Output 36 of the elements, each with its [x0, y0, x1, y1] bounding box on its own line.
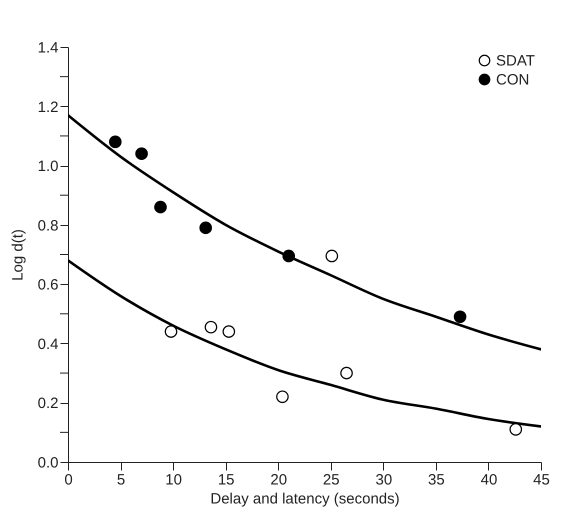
legend-label: CON: [496, 72, 530, 88]
x-tick-label: 45: [533, 472, 550, 488]
x-tick-label: 30: [375, 472, 392, 488]
x-tick-label: 10: [165, 472, 182, 488]
y-axis-title: Log d(t): [10, 229, 27, 281]
y-tick-label: 0.0: [38, 454, 58, 472]
point: [135, 147, 148, 160]
point: [164, 325, 178, 338]
point: [222, 325, 236, 338]
point: [282, 250, 296, 262]
y-tick-label: 1.2: [38, 98, 58, 116]
point: [204, 320, 218, 334]
point: [199, 222, 212, 234]
x-tick-label: 5: [116, 472, 126, 488]
y-tick-label: 0.6: [38, 276, 58, 294]
y-tick-label: 0.4: [38, 336, 58, 353]
point: [340, 366, 353, 380]
point: [109, 136, 122, 148]
x-tick-label: 35: [428, 472, 445, 488]
x-tick-label: 0: [64, 472, 73, 488]
x-tick-label: 15: [218, 472, 235, 488]
point: [154, 200, 167, 214]
point: [509, 423, 522, 436]
point: [326, 250, 338, 262]
y-tick-label: 0.2: [38, 395, 58, 412]
point: [276, 390, 289, 404]
x-axis-title: Delay and latency (seconds): [210, 490, 400, 508]
x-tick-label: 25: [322, 472, 340, 488]
line-series: [68, 114, 541, 351]
y-tick-label: 1.0: [38, 158, 58, 176]
x-tick-label: 40: [480, 472, 498, 488]
x-tick-label: 20: [270, 472, 288, 488]
legend-label: SDAT: [496, 52, 535, 70]
y-tick-label: 0.8: [38, 217, 58, 234]
y-tick-label: 1.4: [38, 40, 58, 56]
point: [454, 310, 466, 324]
